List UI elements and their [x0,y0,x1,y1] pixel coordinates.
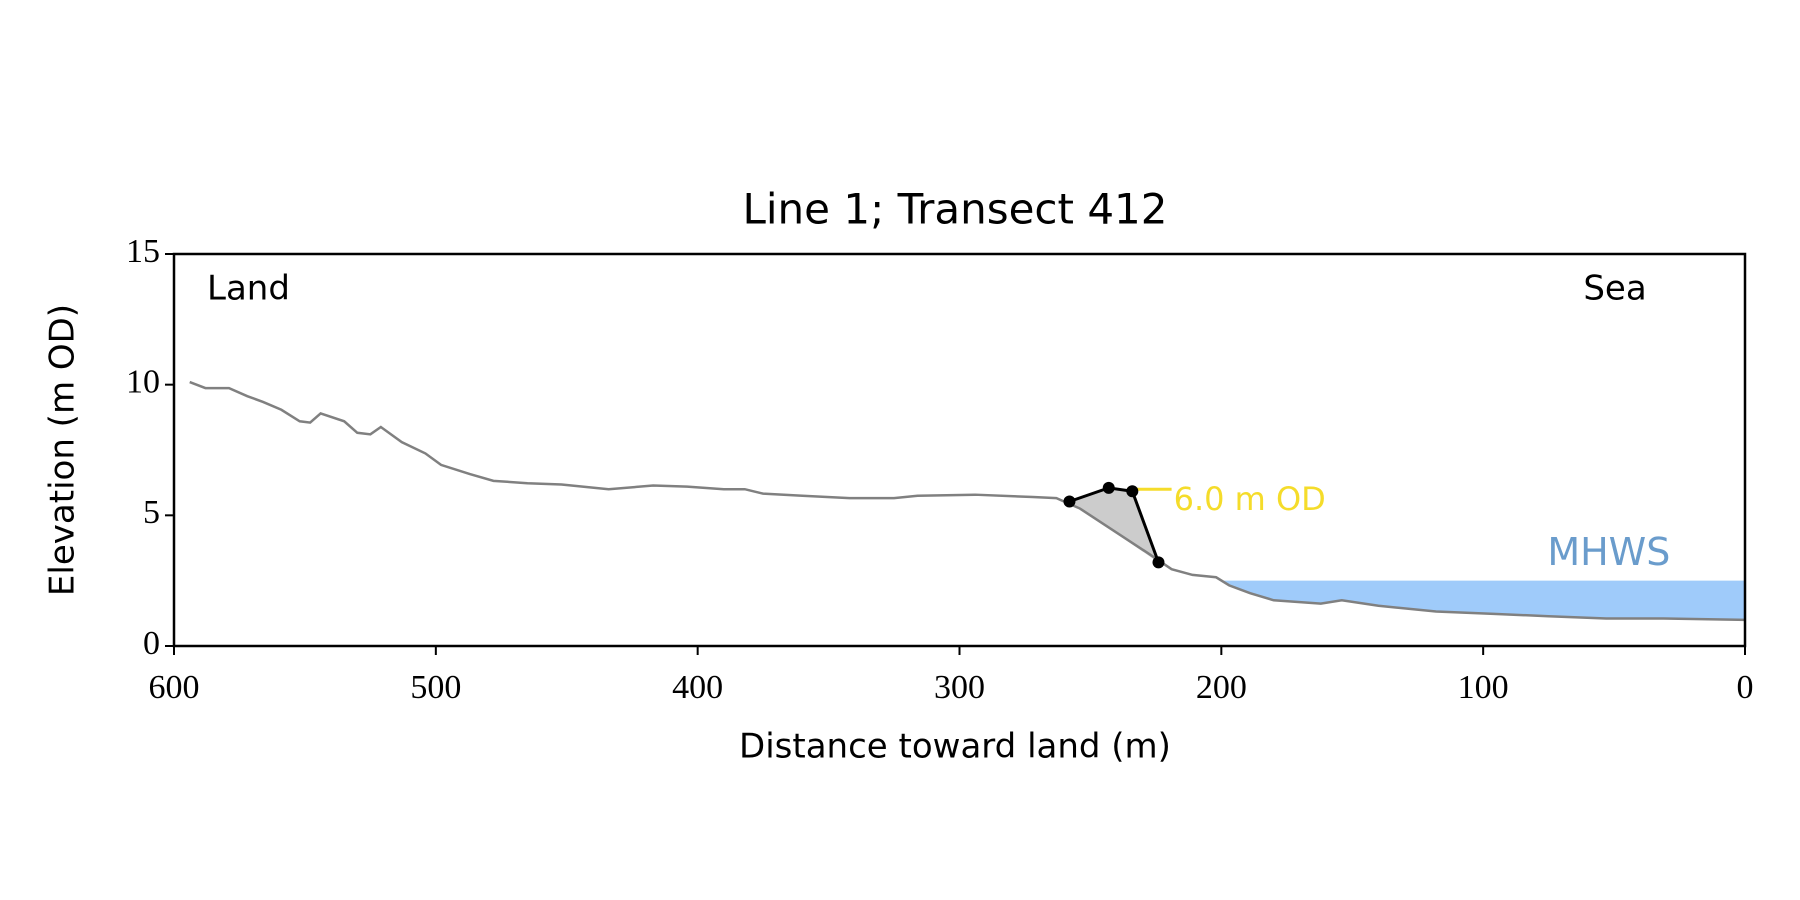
land-label: Land [207,269,290,309]
dune-line [1068,486,1160,563]
x-tick-label: 300 [934,669,985,706]
y-tick-label: 5 [143,494,160,531]
x-tick-label: 600 [149,669,200,706]
dune-area [1069,487,1159,563]
sea-label: Sea [1583,269,1646,309]
crest-label: 6.0 m OD [1174,480,1326,518]
x-tick-label: 100 [1458,669,1509,706]
x-axis-label: Distance toward land (m) [739,727,1171,767]
chart-title: Line 1; Transect 412 [742,185,1167,234]
y-tick-label: 0 [143,625,160,662]
profile-line [189,380,1746,622]
dune-point [1152,556,1165,569]
x-tick-label: 200 [1196,669,1247,706]
dune-point [1126,485,1139,498]
y-tick-label: 10 [126,363,160,400]
dune-point [1063,495,1076,508]
y-tick-label: 15 [126,233,160,270]
mhws-area [1221,580,1745,620]
y-axis-label: Elevation (m OD) [43,304,83,596]
x-tick-label: 0 [1737,669,1754,706]
dune-point [1102,481,1115,494]
x-tick-label: 400 [672,669,723,706]
x-tick-label: 500 [410,669,461,706]
mhws-label: MHWS [1547,530,1670,574]
